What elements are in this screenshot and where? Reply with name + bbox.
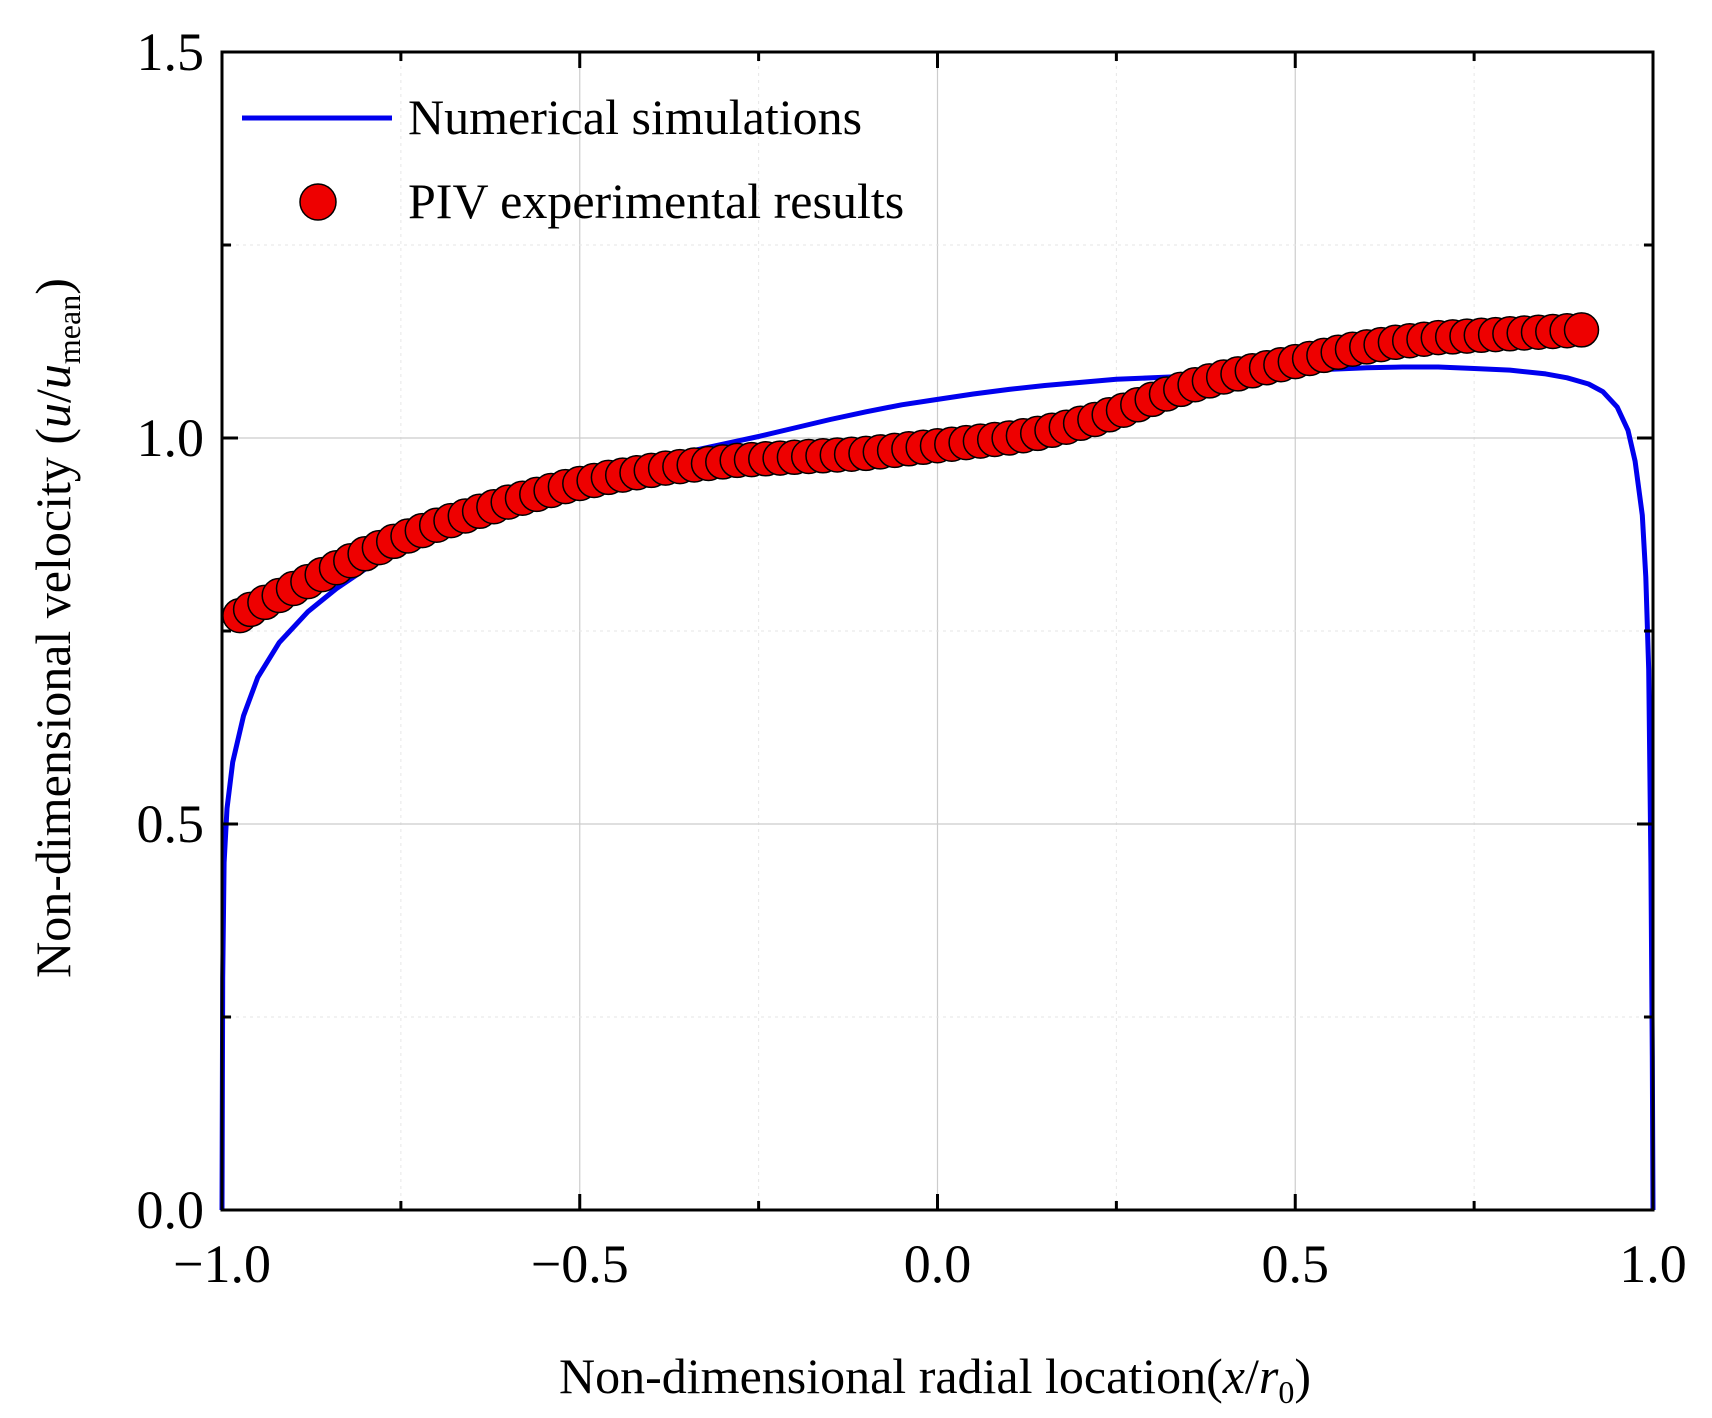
x-tick-label: −1.0: [173, 1234, 271, 1294]
x-tick-label: −0.5: [531, 1234, 629, 1294]
x-tick-label: 0.0: [904, 1234, 972, 1294]
piv-experimental-series: [222, 312, 1600, 634]
x-axis-title: Non-dimensional radial location(x/r0): [559, 1348, 1311, 1410]
y-tick-label: 1.5: [137, 22, 205, 82]
y-axis-title: Non-dimensional velocity (u/umean): [25, 278, 87, 978]
legend-label-piv: PIV experimental results: [408, 173, 904, 229]
legend-marker-piv: [299, 183, 337, 221]
piv-data-point: [1563, 312, 1600, 348]
y-tick-label: 0.0: [137, 1180, 205, 1240]
y-tick-label: 0.5: [137, 794, 205, 854]
legend-label-simulations: Numerical simulations: [408, 89, 862, 145]
legend: Numerical simulations PIV experimental r…: [242, 89, 904, 229]
numerical-simulation-line: [219, 364, 1656, 1211]
numerical-simulation-series: [219, 364, 1656, 1211]
y-tick-label: 1.0: [137, 408, 205, 468]
x-tick-label: 0.5: [1262, 1234, 1330, 1294]
x-tick-label: 1.0: [1619, 1234, 1687, 1294]
axis-ticks: [220, 50, 1655, 1212]
